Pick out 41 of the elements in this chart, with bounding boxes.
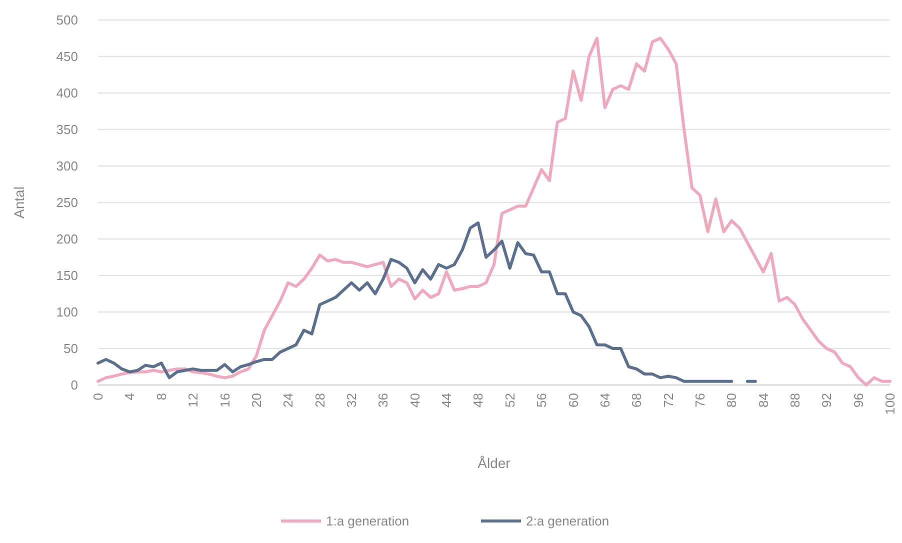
y-tick-label: 50	[64, 341, 78, 356]
x-tick-label: 56	[534, 393, 550, 408]
x-tick-label: 8	[154, 393, 169, 400]
x-tick-label: 84	[756, 393, 771, 408]
x-tick-label: 0	[90, 393, 106, 400]
y-tick-label: 300	[56, 158, 78, 174]
x-tick-label: 20	[248, 393, 264, 408]
y-tick-label: 250	[56, 195, 78, 210]
x-tick-label: 40	[407, 393, 422, 408]
x-tick-label: 100	[882, 393, 898, 415]
x-tick-label: 32	[344, 393, 359, 408]
y-tick-label: 500	[56, 12, 78, 28]
x-tick-label: 68	[629, 393, 644, 408]
y-tick-label: 200	[56, 232, 78, 247]
x-tick-label: 92	[819, 393, 834, 408]
x-tick-label: 72	[660, 393, 676, 408]
x-tick-label: 76	[692, 393, 708, 408]
y-tick-label: 400	[56, 86, 78, 101]
y-tick-label: 150	[56, 268, 78, 284]
x-tick-label: 80	[724, 393, 740, 408]
y-tick-label: 450	[56, 49, 78, 64]
x-tick-label: 24	[280, 393, 296, 408]
y-tick-label: 350	[56, 122, 78, 138]
y-axis-title: Antal	[11, 186, 27, 218]
y-tick-label: 100	[56, 304, 78, 320]
x-tick-label: 60	[566, 393, 581, 408]
x-tick-label: 16	[217, 393, 232, 408]
x-axis-title: Ålder	[478, 455, 511, 471]
legend-label: 2:a generation	[526, 514, 610, 529]
x-tick-label: 64	[597, 393, 612, 408]
x-tick-label: 44	[439, 393, 454, 408]
x-tick-label: 96	[850, 393, 866, 408]
x-tick-label: 52	[502, 393, 518, 408]
x-tick-label: 88	[788, 393, 803, 408]
x-tick-label: 36	[376, 393, 391, 408]
x-tick-label: 28	[312, 393, 328, 408]
x-tick-label: 48	[470, 393, 486, 408]
legend-label: 1:a generation	[326, 514, 410, 529]
x-tick-label: 4	[122, 393, 138, 400]
x-tick-label: 12	[186, 393, 201, 408]
line-series	[96, 36, 892, 386]
